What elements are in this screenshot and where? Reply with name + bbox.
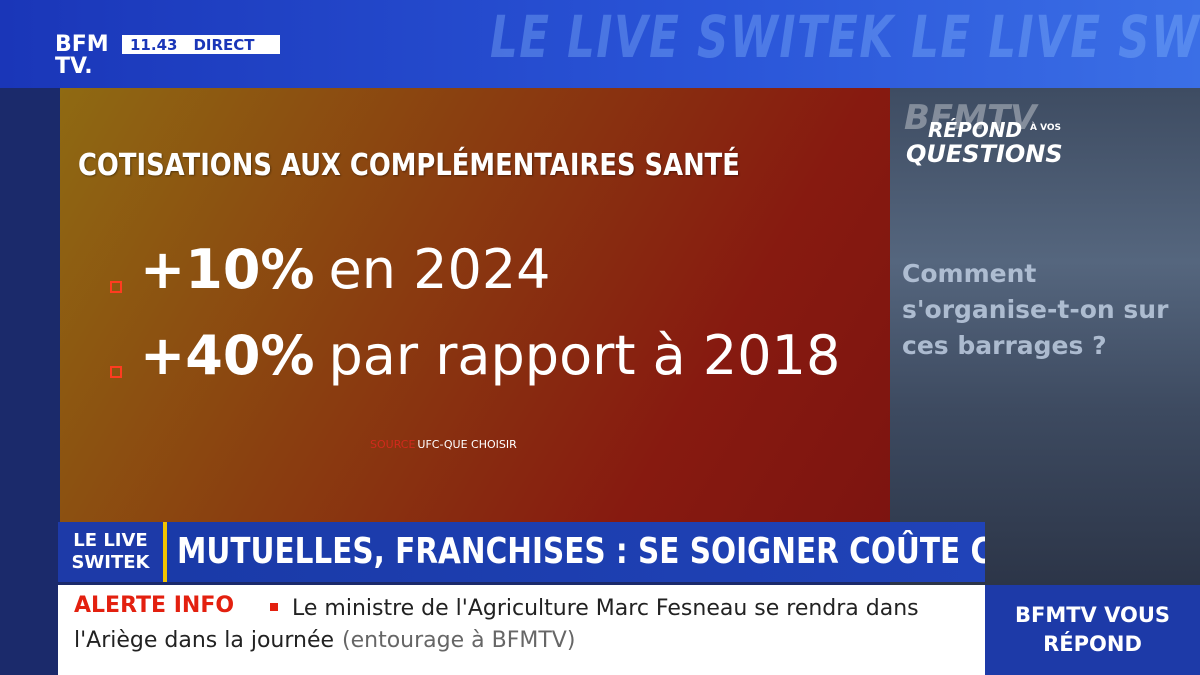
corner-line: BFMTV VOUS bbox=[1014, 603, 1171, 627]
side-brand: BFMTV bbox=[904, 98, 1037, 138]
clock: 11.43 DIRECT bbox=[122, 35, 280, 54]
item-text: par rapport à 2018 bbox=[328, 324, 841, 387]
show-label: LE LIVE SWITEK bbox=[58, 522, 163, 582]
ticker: ALERTE INFO Le ministre de l'Agriculture… bbox=[58, 585, 985, 675]
corner-line: RÉPOND bbox=[1043, 632, 1142, 656]
bullet bbox=[110, 366, 122, 378]
ticker-text: Le ministre de l'Agriculture Marc Fesnea… bbox=[74, 596, 919, 653]
ticker-body: Le ministre de l'Agriculture Marc Fesnea… bbox=[74, 593, 974, 657]
graphic-title: COTISATIONS AUX COMPLÉMENTAIRES SANTÉ bbox=[78, 148, 740, 183]
item-text: en 2024 bbox=[328, 238, 551, 301]
corner-box: BFMTV VOUS RÉPOND bbox=[985, 585, 1200, 675]
logo-line: TV. bbox=[55, 54, 93, 79]
graphic: COTISATIONS AUX COMPLÉMENTAIRES SANTÉ +1… bbox=[60, 88, 890, 522]
lower-third-headline: MUTUELLES, FRANCHISES : SE SOIGNER COÛTE… bbox=[177, 531, 985, 572]
logo-line: BFM bbox=[55, 32, 109, 57]
side-questions: QUESTIONS bbox=[906, 140, 1063, 168]
status: DIRECT bbox=[193, 35, 255, 54]
ticker-tag: ALERTE INFO bbox=[74, 593, 235, 618]
show-label-line: SWITEK bbox=[71, 552, 150, 573]
side-question: Comment s'organise-t-on sur ces barrages… bbox=[902, 259, 1169, 360]
show-label-line: LE LIVE bbox=[73, 530, 148, 551]
item: +10% en 2024 bbox=[140, 238, 551, 301]
logo: BFM TV. bbox=[55, 34, 125, 78]
source-name: UFC-QUE CHOISIR bbox=[417, 438, 517, 451]
source: SOURCE UFC-QUE CHOISIR bbox=[370, 438, 517, 451]
top-bar: LE LIVE SWITEK LE LIVE SWITEK LE LIVE SW… bbox=[0, 0, 1200, 88]
side-repond: RÉPOND bbox=[928, 118, 1023, 142]
bullet bbox=[110, 281, 122, 293]
time: 11.43 bbox=[130, 35, 178, 54]
side-panel: BFMTV RÉPOND À VOS QUESTIONS Comment s'o… bbox=[890, 88, 1200, 585]
item: +40% par rapport à 2018 bbox=[140, 324, 840, 387]
figure: +10% bbox=[140, 238, 315, 301]
lower-third: MUTUELLES, FRANCHISES : SE SOIGNER COÛTE… bbox=[163, 522, 985, 582]
figure: +40% bbox=[140, 324, 315, 387]
watermark: LE LIVE SWITEK LE LIVE SWITEK LE LIVE SW… bbox=[490, 3, 1200, 71]
ticker-dot bbox=[270, 603, 278, 611]
ticker-credit: (entourage à BFMTV) bbox=[342, 628, 576, 653]
side-a-vos: À VOS bbox=[1030, 123, 1062, 133]
source-label: SOURCE bbox=[370, 438, 416, 451]
